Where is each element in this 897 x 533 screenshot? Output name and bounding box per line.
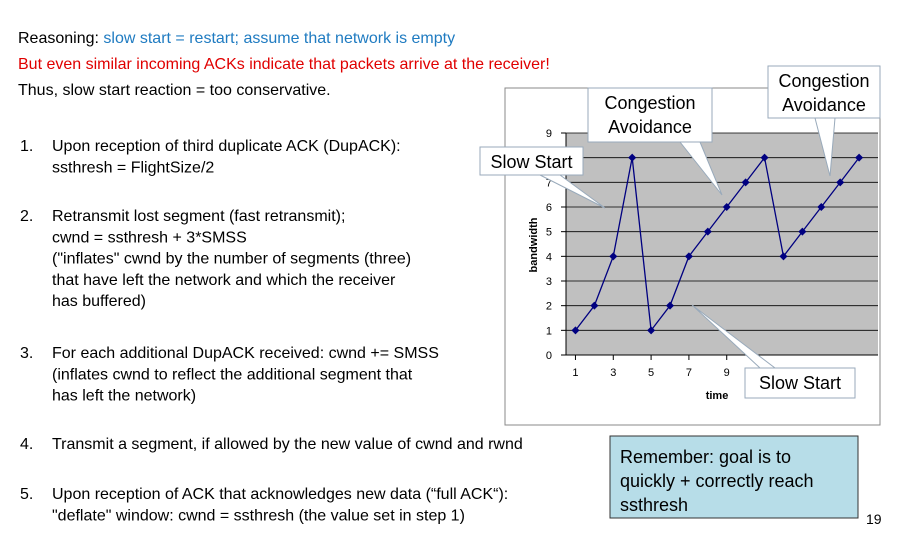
remember-line: quickly + correctly reach xyxy=(620,471,814,491)
list: 1. Upon reception of third duplicate ACK … xyxy=(20,138,523,524)
marker xyxy=(703,227,712,236)
item-line: Transmit a segment, if allowed by the ne… xyxy=(52,436,523,453)
item-line: Upon reception of third duplicate ACK (D… xyxy=(52,138,401,155)
line xyxy=(574,156,860,333)
callout-text: Slow Start xyxy=(490,152,572,172)
remember-line: Remember: goal is to xyxy=(620,447,791,467)
item-number: 2. xyxy=(20,208,33,225)
callout-cover xyxy=(769,67,879,117)
item-line: cwnd = ssthresh + 3*SMSS xyxy=(52,229,247,246)
item-line: that have left the network and which the… xyxy=(52,272,396,289)
marker xyxy=(684,252,693,261)
item-number: 1. xyxy=(20,138,33,155)
callout-text: Avoidance xyxy=(608,117,692,137)
item-line: (inflates cwnd to reflect the additional… xyxy=(52,366,413,383)
marker xyxy=(647,326,656,335)
item-line: has left the network) xyxy=(52,388,196,405)
reasoning-text: slow start = restart; assume that networ… xyxy=(103,30,455,47)
y-tick-label: 4 xyxy=(546,251,552,263)
item-line: For each additional DupACK received: cwn… xyxy=(52,345,439,362)
remember: Remember: goal is to quickly + correctly … xyxy=(620,447,814,515)
marker xyxy=(741,178,750,187)
marker xyxy=(571,326,580,335)
x-tick-label: 9 xyxy=(724,367,730,379)
callout-cover xyxy=(481,148,582,174)
item-line: ssthresh = FlightSize/2 xyxy=(52,159,214,176)
marker xyxy=(666,301,674,310)
item-line: "deflate" window: cwnd = ssthresh (the v… xyxy=(52,507,465,524)
reasoning: Reasoning: slow start = restart; assume … xyxy=(18,30,455,47)
callout-text: Congestion xyxy=(604,93,695,113)
chart: 012345678913579timebandwidthCongestionAv… xyxy=(479,65,881,402)
item-line: ("inflates" cwnd by the number of segmen… xyxy=(52,251,411,268)
y-tick-label: 9 xyxy=(546,128,552,140)
callout-cover xyxy=(746,369,854,397)
item-number: 4. xyxy=(20,436,33,453)
y-tick-label: 6 xyxy=(546,202,552,214)
page-number: 19 xyxy=(866,511,882,527)
item-line: Retransmit lost segment (fast retransmit… xyxy=(52,208,345,225)
marker xyxy=(798,227,807,236)
x-tick-label: 5 xyxy=(648,367,654,379)
warning: But even similar incoming ACKs indicate … xyxy=(18,56,550,73)
callout-text: Avoidance xyxy=(782,95,866,115)
item-number: 3. xyxy=(20,345,33,362)
y-tick-label: 1 xyxy=(546,325,552,337)
marker xyxy=(760,153,769,162)
remember-line: ssthresh xyxy=(620,495,688,515)
y-tick-label: 5 xyxy=(546,227,552,239)
x-tick-label: 7 xyxy=(686,367,692,379)
marker xyxy=(855,153,864,162)
conclusion: Thus, slow start reaction = too conserva… xyxy=(18,82,331,99)
callout-text: Slow Start xyxy=(759,373,841,393)
marker xyxy=(722,203,731,211)
plot-area xyxy=(566,133,878,355)
marker xyxy=(817,203,826,211)
item-number: 5. xyxy=(20,486,33,503)
marker xyxy=(609,252,618,261)
y-tick-label: 2 xyxy=(546,301,552,313)
item-line: has buffered) xyxy=(52,293,146,310)
marker xyxy=(628,153,637,162)
y-tick-label: 3 xyxy=(546,276,552,288)
callout-text: Congestion xyxy=(778,71,869,91)
remember-box xyxy=(609,435,859,519)
item-line: Upon reception of ACK that acknowledges … xyxy=(52,486,508,503)
reasoning-label: Reasoning: xyxy=(18,30,99,47)
marker xyxy=(836,178,845,187)
callout-cover xyxy=(589,89,711,141)
y-tick-label: 0 xyxy=(546,350,552,362)
y-axis-label: bandwidth xyxy=(528,217,540,272)
x-tick-label: 3 xyxy=(610,367,616,379)
x-tick-label: 1 xyxy=(572,367,578,379)
marker xyxy=(590,301,599,310)
x-axis-label: time xyxy=(706,390,729,402)
y-tick-label: 7 xyxy=(546,177,552,189)
marker xyxy=(779,252,788,261)
